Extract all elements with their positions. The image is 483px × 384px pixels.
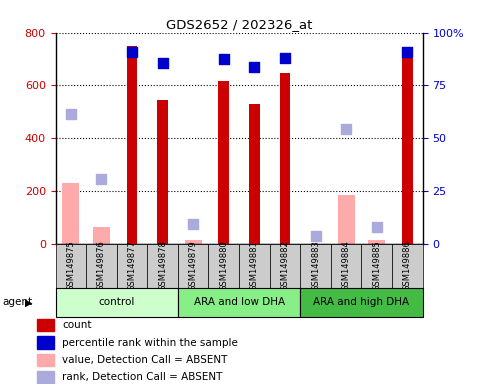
Point [281, 55, 289, 61]
Bar [38, 336, 55, 349]
Bar [239, 244, 270, 288]
Bar [157, 100, 168, 244]
Bar [369, 240, 385, 244]
Point [67, 111, 75, 118]
Bar [62, 183, 79, 244]
Bar [280, 73, 290, 244]
Text: value, Detection Call = ABSENT: value, Detection Call = ABSENT [62, 355, 227, 365]
Bar [117, 244, 147, 288]
Text: ▶: ▶ [25, 297, 33, 308]
Text: GSM149878: GSM149878 [158, 240, 167, 291]
Point [312, 233, 319, 239]
Bar [38, 354, 55, 366]
Text: GSM149885: GSM149885 [372, 240, 381, 291]
Text: agent: agent [2, 297, 32, 308]
Point [98, 176, 105, 182]
Text: GSM149875: GSM149875 [66, 240, 75, 291]
Text: count: count [62, 320, 91, 330]
Point [189, 221, 197, 227]
Bar [178, 288, 300, 317]
Point [128, 50, 136, 56]
Bar [249, 104, 260, 244]
Point [403, 49, 411, 55]
Bar [38, 371, 55, 383]
Bar [185, 240, 201, 244]
Bar [209, 244, 239, 288]
Text: percentile rank within the sample: percentile rank within the sample [62, 338, 238, 348]
Text: rank, Detection Call = ABSENT: rank, Detection Call = ABSENT [62, 372, 222, 382]
Bar [218, 81, 229, 244]
Text: GSM149876: GSM149876 [97, 240, 106, 291]
Bar [300, 288, 423, 317]
Bar [127, 46, 137, 244]
Text: GSM149882: GSM149882 [281, 240, 289, 291]
Bar [270, 244, 300, 288]
Bar [147, 244, 178, 288]
Text: GSM149886: GSM149886 [403, 240, 412, 291]
Text: GSM149880: GSM149880 [219, 240, 228, 291]
Bar [402, 51, 412, 244]
Bar [93, 227, 110, 244]
Bar [361, 244, 392, 288]
Bar [338, 195, 355, 244]
Text: GSM149884: GSM149884 [341, 240, 351, 291]
Bar [86, 244, 117, 288]
Text: GSM149883: GSM149883 [311, 240, 320, 291]
Point [251, 64, 258, 70]
Title: GDS2652 / 202326_at: GDS2652 / 202326_at [166, 18, 313, 31]
Point [342, 126, 350, 132]
Bar [56, 244, 86, 288]
Bar [300, 244, 331, 288]
Text: control: control [99, 297, 135, 308]
Point [373, 223, 381, 230]
Bar [331, 244, 361, 288]
Bar [56, 288, 178, 317]
Bar [38, 319, 55, 331]
Text: GSM149881: GSM149881 [250, 240, 259, 291]
Text: ARA and low DHA: ARA and low DHA [194, 297, 284, 308]
Point [159, 60, 167, 66]
Bar [178, 244, 209, 288]
Text: GSM149877: GSM149877 [128, 240, 137, 291]
Text: GSM149879: GSM149879 [189, 240, 198, 291]
Text: ARA and high DHA: ARA and high DHA [313, 297, 410, 308]
Bar [392, 244, 423, 288]
Point [220, 56, 227, 62]
